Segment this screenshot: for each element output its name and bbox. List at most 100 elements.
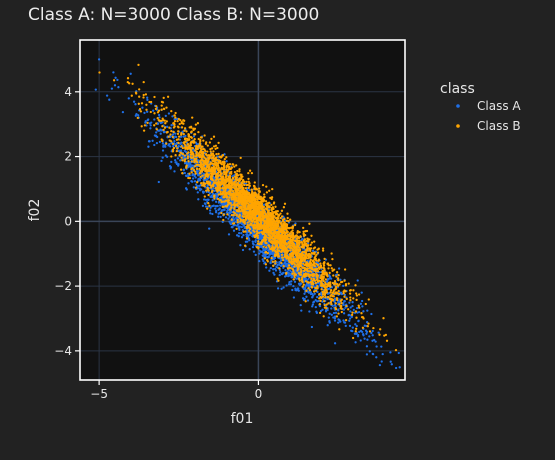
point-class-b xyxy=(248,169,252,172)
point-class-a xyxy=(204,205,208,208)
point-class-b xyxy=(264,263,268,266)
point-class-a xyxy=(164,114,167,118)
point-class-b xyxy=(300,269,303,272)
point-class-a xyxy=(196,191,199,194)
point-class-b xyxy=(256,198,259,202)
point-class-b xyxy=(316,270,320,273)
point-class-b xyxy=(155,122,158,125)
point-class-b xyxy=(284,236,287,239)
point-class-a xyxy=(293,280,297,283)
point-class-b xyxy=(202,139,205,142)
point-class-b xyxy=(149,100,153,104)
point-class-b xyxy=(137,63,140,67)
point-class-a xyxy=(274,269,278,272)
point-class-b xyxy=(131,82,134,85)
point-class-b xyxy=(272,201,276,204)
point-class-b xyxy=(310,277,313,280)
point-class-b xyxy=(202,147,205,151)
point-class-b xyxy=(247,202,250,206)
point-class-b xyxy=(338,303,341,306)
point-class-b xyxy=(219,173,222,177)
point-class-b xyxy=(286,226,289,230)
point-class-b xyxy=(259,198,262,201)
point-class-a xyxy=(152,109,155,112)
point-class-b xyxy=(321,295,325,298)
point-class-b xyxy=(210,137,213,141)
point-class-b xyxy=(264,200,268,203)
point-class-a xyxy=(333,315,337,318)
point-class-a xyxy=(187,162,191,165)
point-class-a xyxy=(368,335,371,338)
point-class-a xyxy=(187,174,190,178)
point-class-b xyxy=(336,277,340,280)
point-class-b xyxy=(299,235,302,238)
point-class-a xyxy=(374,340,377,343)
point-class-a xyxy=(251,240,254,243)
point-class-b xyxy=(183,160,186,163)
point-class-a xyxy=(217,215,220,218)
point-class-b xyxy=(347,282,350,285)
point-class-b xyxy=(169,133,172,136)
point-class-b xyxy=(307,257,310,260)
point-class-b xyxy=(247,171,250,175)
point-class-b xyxy=(355,327,358,330)
point-class-a xyxy=(198,189,202,192)
point-class-b xyxy=(334,306,337,310)
point-class-a xyxy=(356,334,360,337)
point-class-a xyxy=(264,253,268,256)
point-class-a xyxy=(290,280,293,283)
point-class-a xyxy=(113,84,117,87)
point-class-b xyxy=(149,110,152,114)
point-class-b xyxy=(318,302,321,306)
point-class-a xyxy=(261,254,264,257)
point-class-a xyxy=(141,106,144,109)
point-class-b xyxy=(278,267,281,270)
point-class-b xyxy=(166,130,169,134)
point-class-a xyxy=(170,124,173,127)
point-class-b xyxy=(355,292,358,295)
point-class-b xyxy=(236,169,239,173)
point-class-a xyxy=(198,184,201,188)
point-class-a xyxy=(197,173,200,177)
point-class-b xyxy=(231,190,235,193)
point-class-a xyxy=(193,174,196,178)
point-class-a xyxy=(252,250,256,253)
point-class-a xyxy=(231,200,234,203)
point-class-b xyxy=(329,291,332,294)
point-class-b xyxy=(170,155,173,158)
point-class-a xyxy=(300,309,303,312)
point-class-a xyxy=(324,310,328,313)
point-class-b xyxy=(321,293,325,296)
point-class-b xyxy=(228,196,231,199)
point-class-a xyxy=(254,240,257,243)
point-class-b xyxy=(361,326,365,329)
point-class-a xyxy=(390,363,393,366)
point-class-b xyxy=(286,212,289,215)
point-class-a xyxy=(167,112,171,115)
point-class-b xyxy=(191,116,194,119)
point-class-a xyxy=(159,128,162,131)
point-class-a xyxy=(282,266,285,270)
point-class-a xyxy=(342,284,345,288)
point-class-b xyxy=(207,167,210,170)
point-class-b xyxy=(172,146,176,150)
point-class-a xyxy=(261,250,264,253)
point-class-b xyxy=(350,313,354,317)
point-class-b xyxy=(203,166,206,170)
point-class-b xyxy=(289,218,292,221)
point-class-b xyxy=(205,172,208,176)
point-class-a xyxy=(360,291,363,294)
point-class-b xyxy=(309,254,312,258)
point-class-b xyxy=(142,129,146,132)
point-class-b xyxy=(193,133,197,136)
point-class-b xyxy=(235,227,238,231)
point-class-a xyxy=(177,164,180,167)
point-class-b xyxy=(183,154,187,157)
point-class-a xyxy=(333,342,337,345)
point-class-b xyxy=(162,96,165,100)
point-class-b xyxy=(187,132,190,136)
point-class-b xyxy=(194,172,197,175)
point-class-b xyxy=(222,218,225,222)
point-class-a xyxy=(276,263,279,267)
point-class-b xyxy=(340,298,343,301)
